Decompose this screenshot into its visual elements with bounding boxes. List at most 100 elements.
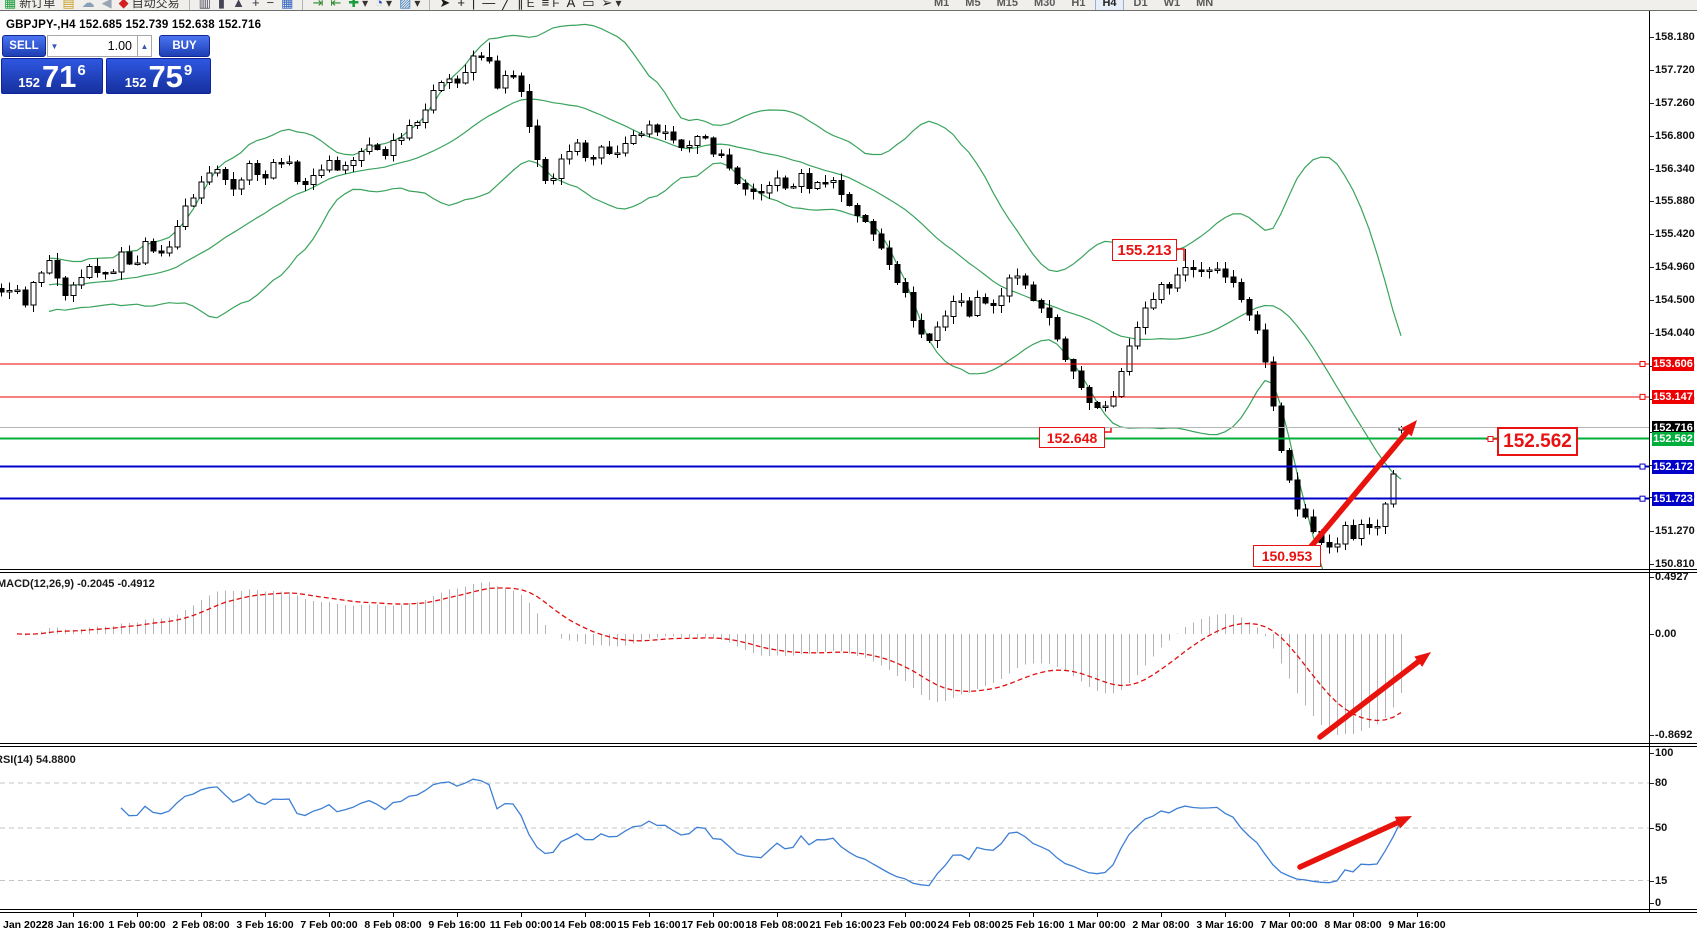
time-label-partial: Jan 2022	[3, 919, 48, 931]
zoom-in-icon: +	[251, 0, 260, 10]
time-axis-label: 18 Feb 08:00	[745, 919, 809, 931]
volume-input[interactable]	[61, 35, 137, 57]
pane-separator[interactable]	[0, 912, 1697, 913]
price-axis-tick	[1650, 333, 1654, 334]
price-note-155213[interactable]: 155.213	[1112, 239, 1177, 261]
price-axis-line	[1649, 11, 1650, 912]
pane-separator[interactable]	[0, 743, 1697, 744]
pane-separator[interactable]	[0, 909, 1697, 910]
volume-decrease-button[interactable]: ▼	[47, 35, 62, 57]
price-axis-label: 156.800	[1655, 130, 1695, 142]
macd-axis-tick	[1650, 577, 1654, 578]
toolbar-line-chart-mode[interactable]: ▲	[232, 0, 245, 10]
toolbar-auto-trading[interactable]: ◆ 自动交易	[119, 0, 180, 10]
price-axis-tick	[1650, 564, 1654, 565]
ask-price-display: 152 75 9	[106, 58, 211, 94]
timeframe-M1[interactable]: M1	[934, 0, 950, 9]
time-axis-tick	[1097, 913, 1098, 917]
pane-separator[interactable]	[0, 569, 1697, 570]
macd-pane[interactable]	[0, 572, 1649, 743]
time-axis-label: 7 Mar 00:00	[1260, 919, 1318, 931]
timeframe-M30[interactable]: M30	[1033, 0, 1056, 9]
toolbar-chart-shift[interactable]: ⇥	[312, 0, 323, 10]
time-axis-tick	[585, 913, 586, 917]
time-axis-tick	[713, 913, 714, 917]
toolbar-tile-windows[interactable]: ▦	[281, 0, 293, 10]
toolbar-history-center[interactable]: ▤	[62, 0, 74, 10]
time-axis-tick	[329, 913, 330, 917]
toolbar-shapes-tool[interactable]: ▭	[582, 0, 594, 10]
toolbar-cloud-charts[interactable]: ☁	[82, 0, 95, 10]
toolbar-sound-alerts[interactable]: ◀	[102, 0, 112, 10]
price-callout-152562[interactable]: 152.562	[1497, 427, 1578, 456]
toolbar-text-tool[interactable]: A	[567, 0, 576, 10]
price-axis-tick	[1650, 300, 1654, 301]
trend-arrow-rsi[interactable]	[1297, 816, 1412, 870]
crosshair-icon: +	[457, 0, 465, 10]
toolbar-auto-scroll[interactable]: ⇤	[330, 0, 341, 10]
horizontal-line-tool-icon: —	[482, 0, 496, 10]
toolbar-templates[interactable]: ▨ ▾	[399, 0, 420, 10]
time-axis-label: 28 Jan 16:00	[41, 919, 105, 931]
rsi-axis-label: 50	[1655, 822, 1668, 834]
toolbar-indicators-add[interactable]: ✚ ▾	[348, 0, 368, 10]
timeframe-MN[interactable]: MN	[1196, 0, 1214, 9]
pane-separator[interactable]	[0, 572, 1697, 573]
price-note-150953[interactable]: 150.953	[1253, 545, 1321, 567]
time-axis-tick	[969, 913, 970, 917]
callout-anchor	[1487, 436, 1494, 442]
toolbar-fibonacci-tool[interactable]: ≡ F	[542, 0, 560, 10]
timeframe-W1[interactable]: W1	[1163, 0, 1181, 9]
toolbar-periods-label: ▾	[386, 0, 393, 10]
pane-separator[interactable]	[0, 746, 1697, 747]
chart-title: GBPJPY-,H4 152.685 152.739 152.638 152.7…	[6, 19, 262, 31]
volume-increase-button[interactable]: ▲	[137, 35, 152, 57]
main-price-chart[interactable]	[0, 11, 1649, 569]
time-axis-tick	[393, 913, 394, 917]
one-click-trading-panel: SELL ▼ ▲ BUY 152 71 6 152 75 9	[1, 35, 211, 95]
rsi-axis-label: 0	[1655, 897, 1662, 909]
timeframe-D1[interactable]: D1	[1133, 0, 1148, 9]
toolbar-equidistant-channel-tool-label: E	[526, 0, 535, 10]
toolbar-vertical-line-tool[interactable]: |	[472, 0, 475, 10]
timeframe-H1[interactable]: H1	[1071, 0, 1086, 9]
time-axis-label: 8 Mar 08:00	[1324, 919, 1382, 931]
price-note-152648[interactable]: 152.648	[1039, 427, 1105, 448]
sell-button[interactable]: SELL	[2, 35, 46, 57]
toolbar-zoom-out[interactable]: −	[267, 0, 275, 10]
toolbar-horizontal-line-tool[interactable]: —	[482, 0, 495, 10]
hline-marker	[1639, 463, 1646, 470]
price-axis-label: 151.270	[1655, 525, 1695, 537]
toolbar-arrows-tool[interactable]: ➢ ▾	[602, 0, 622, 10]
trend-arrow-macd[interactable]	[1317, 652, 1431, 740]
toolbar-zoom-in[interactable]: +	[252, 0, 260, 10]
time-axis-label: 9 Feb 16:00	[428, 919, 486, 931]
toolbar-cursor[interactable]: ➤	[439, 0, 450, 10]
rsi-label: RSI(14) 54.8800	[0, 754, 76, 766]
toolbar-new-order[interactable]: ▦ 新订单	[4, 0, 55, 10]
toolbar-candle-chart-mode[interactable]: ▮	[218, 0, 225, 10]
time-axis[interactable]: Jan 2022 28 Jan 16:00 1 Feb 00:00 2 Feb 08:…	[0, 913, 1697, 936]
toolbar-equidistant-channel-tool[interactable]: ∥ E	[517, 0, 535, 10]
price-axis-tick	[1650, 531, 1654, 532]
time-axis-tick	[1225, 913, 1226, 917]
toolbar-bar-chart-mode[interactable]: ▥	[199, 0, 211, 10]
toolbar-periods[interactable]: ◔ ▾	[375, 0, 392, 10]
rsi-pane[interactable]	[0, 747, 1649, 909]
timeframe-H4[interactable]: H4	[1095, 0, 1124, 10]
periods-icon: ◔	[375, 0, 384, 10]
timeframe-M15[interactable]: M15	[996, 0, 1018, 9]
price-axis-label: 155.420	[1655, 228, 1695, 240]
bollinger-middle-band	[48, 98, 1402, 480]
toolbar-auto-trading-label: 自动交易	[131, 0, 180, 10]
timeframe-M5[interactable]: M5	[965, 0, 981, 9]
trend-arrow-price[interactable]	[1295, 420, 1417, 565]
toolbar-trendline-tool[interactable]: ╱	[502, 0, 510, 10]
time-axis-label: 17 Feb 00:00	[681, 919, 745, 931]
buy-button[interactable]: BUY	[159, 35, 210, 57]
bid-price-base: 152	[18, 75, 40, 90]
toolbar-crosshair[interactable]: +	[457, 0, 465, 10]
price-axis-label: 154.960	[1655, 261, 1695, 273]
time-axis-tick	[1289, 913, 1290, 917]
line-chart-mode-icon: ▲	[232, 0, 245, 10]
